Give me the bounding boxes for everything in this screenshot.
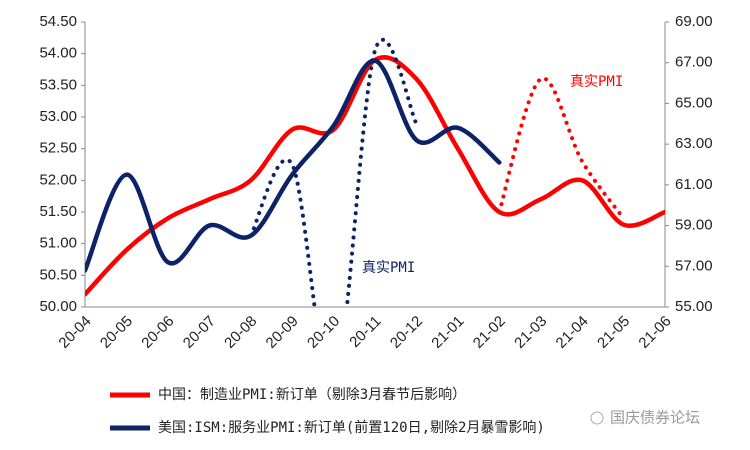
y-tick-label: 52.50 (39, 140, 77, 157)
y-tick-label: 50.50 (39, 266, 77, 283)
y2-tick-label: 59.00 (675, 217, 713, 234)
dotted-line (248, 37, 419, 307)
watermark-icon (590, 411, 604, 425)
y-tick-label: 54.00 (39, 45, 77, 62)
x-tick-label: 20-09 (263, 313, 302, 352)
x-tick-label: 20-10 (304, 313, 343, 352)
x-tick-label: 20-12 (387, 313, 426, 352)
x-tick-label: 20-05 (97, 313, 136, 352)
annotation: 真实PMI (570, 74, 623, 90)
y-tick-label: 51.00 (39, 235, 77, 252)
y2-tick-label: 65.00 (675, 94, 713, 111)
y2-tick-label: 63.00 (675, 135, 713, 152)
annotation: 真实PMI (362, 260, 415, 276)
legend-label: 美国:ISM:服务业PMI:新订单(前置120日,剔除2月暴雪影响) (158, 419, 545, 436)
y2-tick-label: 55.00 (675, 298, 713, 315)
x-tick-label: 20-07 (180, 313, 219, 352)
x-tick-label: 21-05 (594, 313, 633, 352)
y2-tick-label: 57.00 (675, 257, 713, 274)
y-tick-label: 53.50 (39, 76, 77, 93)
x-tick-label: 20-11 (346, 313, 384, 351)
x-tick-label: 20-04 (55, 313, 94, 352)
legend-label: 中国：制造业PMI:新订单（剔除3月春节后影响） (158, 387, 466, 403)
x-tick-label: 21-03 (511, 313, 550, 352)
plot-area (85, 37, 665, 307)
watermark: 国庆债券论坛 (610, 409, 700, 427)
dotted-line (497, 76, 626, 221)
y2-tick-label: 69.00 (675, 13, 713, 30)
line (85, 58, 502, 273)
x-tick-label: 20-08 (221, 313, 260, 352)
x-tick-label: 21-06 (635, 313, 674, 352)
y-tick-label: 51.50 (39, 203, 77, 220)
y-tick-label: 53.00 (39, 108, 77, 125)
x-tick-label: 21-02 (470, 313, 509, 352)
x-tick-label: 21-01 (428, 313, 467, 352)
y-tick-label: 50.00 (39, 298, 77, 315)
y-tick-label: 52.00 (39, 171, 77, 188)
line (85, 55, 665, 297)
x-tick-label: 21-04 (553, 313, 592, 352)
x-tick-label: 20-06 (138, 313, 177, 352)
y-tick-label: 54.50 (39, 13, 77, 30)
y2-tick-label: 67.00 (675, 54, 713, 71)
y2-tick-label: 61.00 (675, 176, 713, 193)
